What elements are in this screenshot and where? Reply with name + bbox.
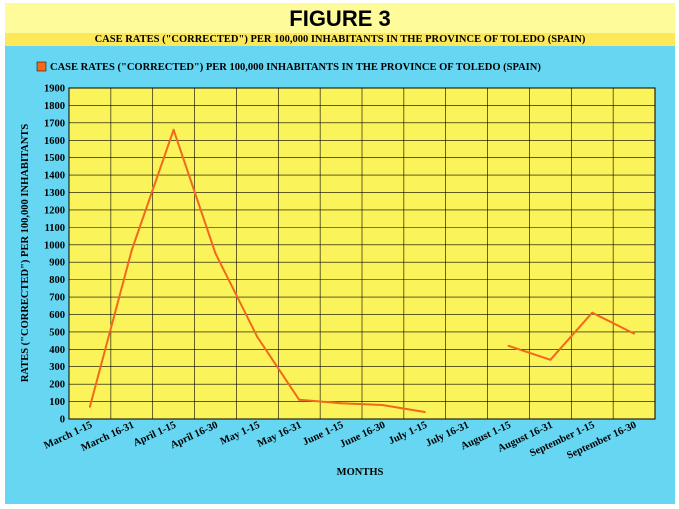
y-tick-label: 1900 <box>44 84 65 95</box>
y-tick-label: 400 <box>49 345 65 356</box>
line-chart: CASE RATES ("CORRECTED") PER 100,000 INH… <box>20 61 656 478</box>
series-line-segment <box>508 311 635 361</box>
data-point <box>340 402 343 405</box>
legend-label: CASE RATES ("CORRECTED") PER 100,000 INH… <box>50 62 541 73</box>
figure-subtitle: CASE RATES ("CORRECTED") PER 100,000 INH… <box>94 34 586 45</box>
data-point <box>214 252 217 255</box>
data-point <box>507 344 510 347</box>
data-point <box>172 128 175 131</box>
y-tick-label: 1700 <box>44 118 65 129</box>
x-tick-label: May 16-31 <box>256 420 304 450</box>
y-tick-label: 0 <box>60 415 65 426</box>
y-tick-label: 1800 <box>44 101 65 112</box>
x-tick-label: June 16-30 <box>338 420 387 451</box>
y-tick-label: 1100 <box>45 223 65 234</box>
y-tick-label: 1000 <box>44 240 65 251</box>
data-point <box>591 311 594 314</box>
y-axis-label: RATES ("CORRECTED") PER 100,000 INHABITA… <box>20 124 31 383</box>
y-tick-label: 500 <box>49 327 65 338</box>
data-point <box>130 249 133 252</box>
data-point <box>88 405 91 408</box>
x-tick-label: May 1-15 <box>219 420 262 448</box>
x-axis-label: MONTHS <box>337 467 384 478</box>
data-point <box>633 332 636 335</box>
y-tick-label: 800 <box>49 275 65 286</box>
chart-panel: CASE RATES ("CORRECTED") PER 100,000 INH… <box>5 46 675 504</box>
y-tick-label: 300 <box>49 362 65 373</box>
y-tick-label: 1400 <box>44 171 65 182</box>
data-point <box>298 398 301 401</box>
y-tick-label: 200 <box>49 380 65 391</box>
legend-swatch <box>36 61 47 72</box>
x-tick-label: July 1-15 <box>387 420 429 447</box>
data-point <box>549 358 552 361</box>
subtitle-bar: CASE RATES ("CORRECTED") PER 100,000 INH… <box>5 33 675 46</box>
y-tick-label: 1300 <box>44 188 65 199</box>
data-point <box>381 404 384 407</box>
y-tick-label: 1500 <box>44 153 65 164</box>
x-tick-label: April 16-30 <box>169 420 220 452</box>
y-tick-label: 1600 <box>44 136 65 147</box>
y-tick-label: 600 <box>49 310 65 321</box>
y-tick-label: 900 <box>49 258 65 269</box>
data-point <box>423 411 426 414</box>
figure-title: FIGURE 3 <box>289 6 391 31</box>
x-tick-label: June 1-15 <box>301 420 345 448</box>
y-tick-label: 700 <box>49 293 65 304</box>
y-tick-label: 100 <box>49 397 65 408</box>
figure-header: FIGURE 3 CASE RATES ("CORRECTED") PER 10… <box>5 3 675 46</box>
y-tick-label: 1200 <box>44 205 65 216</box>
data-point <box>256 336 259 339</box>
